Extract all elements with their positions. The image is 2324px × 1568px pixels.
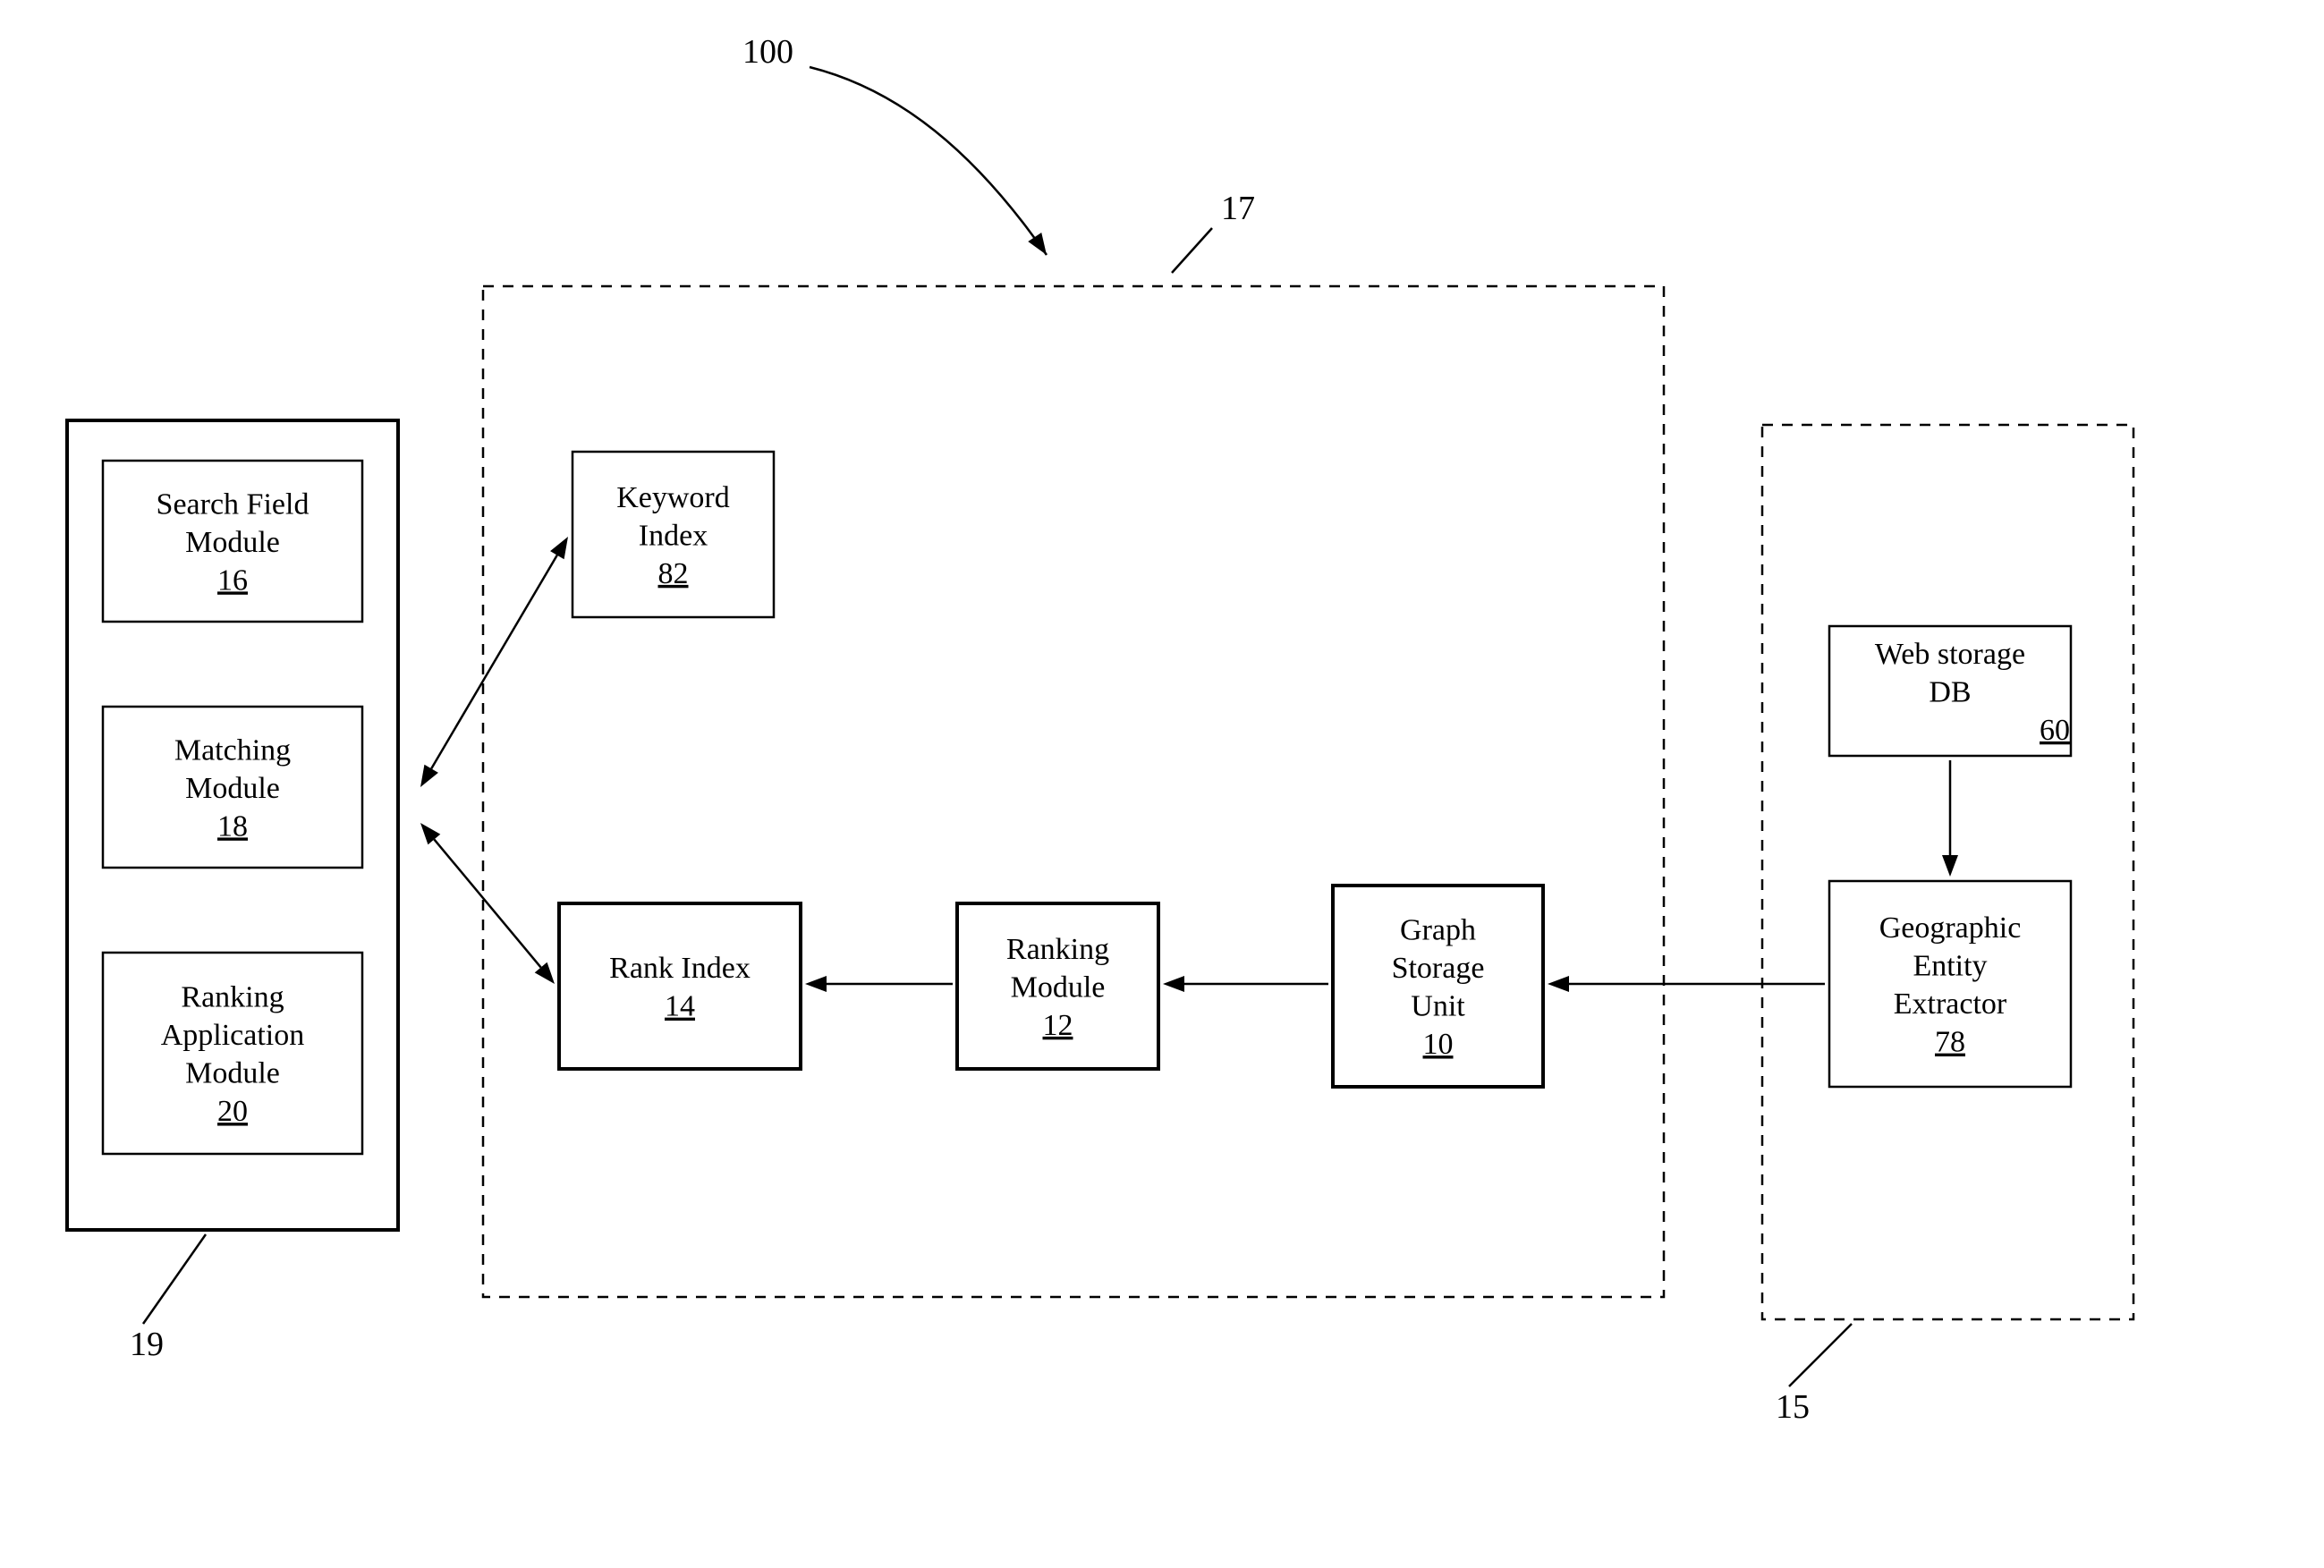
container-g17 xyxy=(483,286,1664,1297)
box-label-geo_extract-1: Entity xyxy=(1913,950,1987,983)
arrowhead-icon xyxy=(550,537,568,559)
box-ref-search_field: 16 xyxy=(217,564,248,597)
box-ref-ranking_app: 20 xyxy=(217,1095,248,1128)
arrowhead-icon xyxy=(805,976,827,992)
curve-edge xyxy=(810,67,1047,255)
box-ref-geo_extract: 78 xyxy=(1935,1026,1965,1059)
arrowhead-icon xyxy=(420,823,440,844)
arrowhead-icon xyxy=(420,765,438,787)
box-label-geo_extract-0: Geographic xyxy=(1879,911,2022,945)
box-label-search_field-0: Search Field xyxy=(157,487,310,521)
edge xyxy=(434,839,540,967)
leader-line xyxy=(143,1234,206,1324)
arrowhead-icon xyxy=(1163,976,1184,992)
callout-c17: 17 xyxy=(1221,190,1255,227)
box-rank_idx xyxy=(559,903,801,1069)
callout-c15: 15 xyxy=(1776,1388,1810,1426)
box-label-ranking_app-2: Module xyxy=(185,1057,280,1090)
arrowhead-icon xyxy=(1548,976,1569,992)
box-label-keyword_idx-1: Index xyxy=(639,519,708,552)
box-label-graph_store-0: Graph xyxy=(1400,914,1476,947)
container-g15 xyxy=(1762,425,2133,1319)
box-label-ranking_mod-0: Ranking xyxy=(1006,933,1109,966)
box-ref-rank_idx: 14 xyxy=(665,990,695,1023)
box-ref-ranking_mod: 12 xyxy=(1043,1009,1073,1042)
box-ref-graph_store: 10 xyxy=(1423,1028,1454,1061)
box-ref-matching: 18 xyxy=(217,809,248,843)
arrowhead-icon xyxy=(1942,855,1958,877)
box-label-graph_store-2: Unit xyxy=(1411,990,1465,1023)
leader-line xyxy=(1172,228,1212,273)
box-ref-keyword_idx: 82 xyxy=(658,557,689,590)
arrowhead-icon xyxy=(1028,233,1047,255)
box-label-ranking_mod-1: Module xyxy=(1011,970,1106,1004)
box-label-web_db-0: Web storage xyxy=(1875,638,2025,671)
edge xyxy=(431,555,557,769)
box-label-rank_idx-0: Rank Index xyxy=(609,952,751,985)
callout-top: 100 xyxy=(742,33,793,71)
box-label-geo_extract-2: Extractor xyxy=(1894,987,2007,1021)
arrowhead-icon xyxy=(535,962,555,984)
box-label-ranking_app-0: Ranking xyxy=(181,981,284,1014)
box-label-keyword_idx-0: Keyword xyxy=(616,481,730,514)
box-label-ranking_app-1: Application xyxy=(161,1019,305,1052)
box-ref-web_db: 60 xyxy=(2040,714,2070,747)
box-label-graph_store-1: Storage xyxy=(1392,952,1485,985)
callout-c19: 19 xyxy=(130,1326,164,1363)
box-label-matching-0: Matching xyxy=(174,733,291,767)
box-label-matching-1: Module xyxy=(185,772,280,805)
leader-line xyxy=(1789,1324,1852,1386)
box-label-web_db-1: DB xyxy=(1929,675,1971,708)
box-label-search_field-1: Module xyxy=(185,526,280,559)
